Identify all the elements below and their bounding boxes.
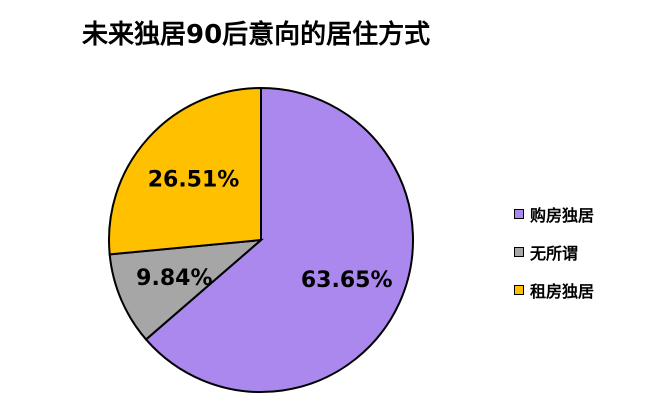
legend-item: 租房独居 (514, 280, 595, 301)
slice-label: 26.51% (148, 168, 240, 193)
slice-label: 63.65% (301, 268, 393, 293)
legend-label: 购房独居 (530, 206, 595, 225)
legend-label: 无所谓 (530, 244, 579, 263)
pie-slice (108, 238, 265, 341)
legend: 购房独居 无所谓 租房独居 (514, 204, 594, 318)
legend-swatch (514, 285, 524, 295)
legend-item: 购房独居 (514, 204, 595, 225)
legend-swatch (514, 209, 524, 219)
pie-slice (108, 86, 262, 256)
chart-title: 未来独居90后意向的居住方式 (82, 20, 431, 50)
legend-item: 无所谓 (514, 242, 594, 263)
pie-slice (144, 86, 414, 393)
legend-label: 租房独居 (530, 282, 595, 301)
legend-swatch (514, 247, 524, 257)
slice-label: 9.84% (136, 266, 212, 291)
